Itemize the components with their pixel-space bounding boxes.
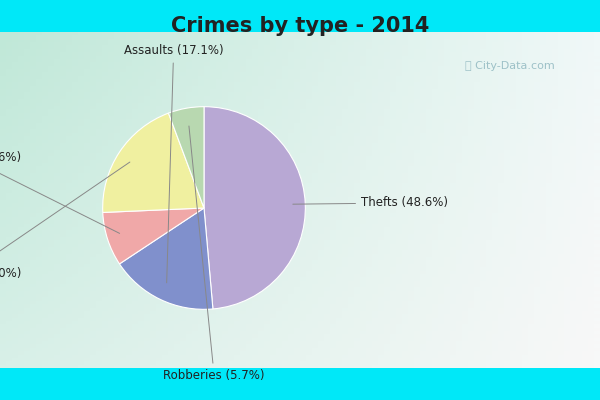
Wedge shape <box>103 208 204 264</box>
Text: Auto thefts (8.6%): Auto thefts (8.6%) <box>0 151 119 233</box>
Text: ⓘ City-Data.com: ⓘ City-Data.com <box>465 60 555 70</box>
Wedge shape <box>169 107 204 208</box>
Text: Assaults (17.1%): Assaults (17.1%) <box>124 44 223 283</box>
Text: Robberies (5.7%): Robberies (5.7%) <box>163 126 265 382</box>
Text: Crimes by type - 2014: Crimes by type - 2014 <box>171 16 429 36</box>
Text: Burglaries (20.0%): Burglaries (20.0%) <box>0 162 130 280</box>
Wedge shape <box>204 107 305 309</box>
Text: Thefts (48.6%): Thefts (48.6%) <box>293 196 448 210</box>
Wedge shape <box>119 208 213 309</box>
Wedge shape <box>103 113 204 212</box>
